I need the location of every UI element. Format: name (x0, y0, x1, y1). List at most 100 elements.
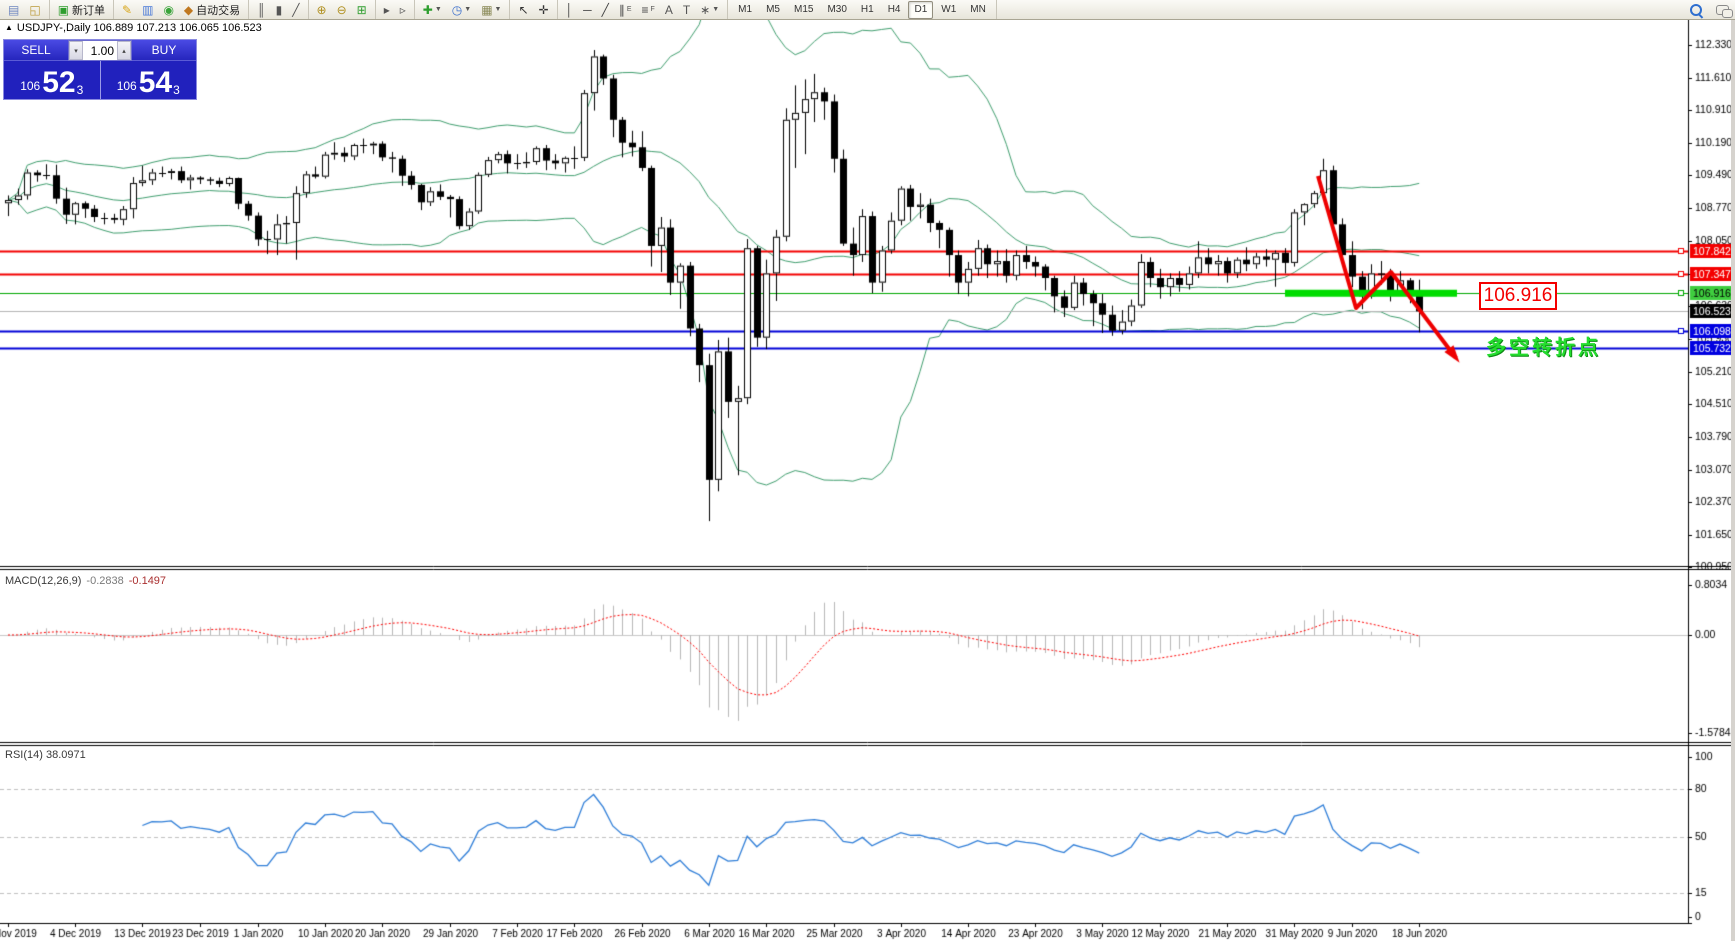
crosshair-icon: ✛ (538, 2, 549, 17)
sell-price[interactable]: 106 52 3 (4, 61, 101, 99)
turning-point-annotation[interactable]: 多空转折点 (1486, 337, 1601, 359)
timeframe-m1[interactable]: M1 (738, 4, 753, 15)
timeframe-m30[interactable]: M30 (827, 4, 847, 15)
window-edge (1731, 19, 1735, 941)
buy-price-figure: 106 (116, 79, 137, 93)
templates-icon[interactable]: ▦ ▼ (477, 1, 505, 19)
toolbar-group: ▤ ◱ (0, 0, 50, 19)
horizontal-line-icon[interactable]: ─ (579, 1, 596, 19)
price-callout-box[interactable]: 106.916 (1479, 282, 1557, 310)
toolbar: ▤ ◱ ▣ 新订单 ✎ ▥ ◉ ◆ 自动交易 ║ ▮ ╱ ⊕ ⊖ ⊞ ▸ ▹ ✚ ▼ ◷ ▼ ▦ ▼ ↖ ✛ │ ─ ╱ ∥ E ≡ F A T ∗… (0, 0, 1735, 20)
search-icon[interactable] (1690, 3, 1702, 16)
zoom-out-icon: ⊖ (336, 2, 347, 17)
volume-box: ▾ 1.00 ▴ (68, 40, 132, 61)
text-icon[interactable]: A (661, 1, 677, 19)
equidistant-channel-icon: ∥ (618, 2, 625, 17)
buy-button[interactable]: BUY (132, 40, 196, 61)
text-label-icon: T (682, 2, 691, 17)
fibonacci-icon: ≡ (641, 2, 649, 17)
indicators-icon: ✚ (422, 2, 433, 17)
dropdown-caret-icon[interactable]: ▼ (434, 6, 442, 13)
market-icon: ▥ (142, 2, 154, 17)
horizontal-line-icon: ─ (583, 2, 592, 17)
bar-chart-type-icon[interactable]: ║ (253, 1, 270, 19)
crosshair-icon[interactable]: ✛ (535, 1, 553, 19)
buy-price-point: 3 (173, 83, 180, 97)
cursor-icon[interactable]: ↖ (514, 1, 532, 19)
timeframe-w1[interactable]: W1 (941, 4, 957, 15)
chart-title: ▲ USDJPY-,Daily 106.889 107.213 106.065 1… (5, 22, 262, 34)
timeframe-mn[interactable]: MN (970, 4, 986, 15)
timeframe-h4[interactable]: H4 (887, 4, 901, 15)
chat-icon[interactable] (1716, 4, 1733, 18)
buy-price[interactable]: 106 54 3 (101, 61, 197, 99)
candlestick-chart-type-icon[interactable]: ▮ (272, 1, 287, 19)
templates-icon: ▦ (481, 2, 493, 17)
volume-increase-button[interactable]: ▴ (117, 41, 131, 60)
line-chart-type-icon[interactable]: ╱ (288, 1, 303, 19)
toolbar-group: ▣ 新订单 (50, 0, 115, 19)
one-click-trading-panel: SELL ▾ 1.00 ▴ BUY 106 52 3 106 54 3 (3, 39, 197, 100)
toolbar-group: ▸ ▹ (376, 0, 415, 19)
auto-scroll-icon[interactable]: ▸ (380, 1, 394, 19)
zoom-in-icon: ⊕ (316, 2, 327, 17)
toolbar-group: ║ ▮ ╱ (249, 0, 309, 19)
metaeditor-icon[interactable]: ✎ (118, 1, 136, 19)
toolbar-group: ✎ ▥ ◉ ◆ 自动交易 (114, 0, 250, 19)
sell-price-figure: 106 (20, 79, 41, 93)
rsi-indicator-label: RSI(14) 38.0971 (5, 749, 86, 761)
vertical-line-icon: │ (565, 2, 574, 17)
dropdown-caret-icon[interactable]: ▼ (464, 6, 472, 13)
periods-icon: ◷ (451, 2, 463, 17)
timeframe-h1[interactable]: H1 (860, 4, 874, 15)
arrows-icon: ∗ (700, 2, 711, 17)
timeframe-d1[interactable]: D1 (908, 0, 934, 19)
symbol-collapse-icon[interactable]: ▲ (5, 23, 13, 32)
print-preview-icon[interactable]: ◱ (25, 1, 44, 19)
text-label-icon[interactable]: T (679, 1, 694, 19)
cursor-icon: ↖ (518, 2, 529, 17)
macd-name: MACD(12,26,9) (5, 575, 82, 587)
print-preview-icon: ◱ (29, 2, 41, 17)
charts-window-icon[interactable]: ▤ (4, 1, 23, 19)
new-order-button-icon: ▣ (57, 2, 70, 17)
dropdown-caret-icon[interactable]: ▼ (494, 6, 502, 13)
equidistant-channel-icon-sub: E (626, 6, 632, 13)
autotrading-button-icon: ◆ (183, 2, 194, 17)
dropdown-caret-icon[interactable]: ▼ (712, 6, 720, 13)
vertical-line-icon[interactable]: │ (562, 1, 578, 19)
trendline-icon: ╱ (601, 2, 609, 17)
chart-shift-icon: ▹ (399, 2, 406, 17)
toolbar-group: ✚ ▼ ◷ ▼ ▦ ▼ (415, 0, 511, 19)
volume-decrease-button[interactable]: ▾ (69, 41, 83, 60)
autotrading-button[interactable]: ◆ 自动交易 (180, 1, 244, 19)
auto-scroll-icon: ▸ (383, 2, 390, 17)
market-icon[interactable]: ▥ (138, 1, 157, 19)
timeframe-group: M1 M5 M15 M30 H1 H4 D1 W1 MN (728, 0, 997, 19)
tile-windows-icon[interactable]: ⊞ (353, 1, 371, 19)
new-order-button[interactable]: ▣ 新订单 (54, 1, 109, 19)
equidistant-channel-icon[interactable]: ∥ E (615, 1, 636, 19)
indicators-icon[interactable]: ✚ ▼ (419, 1, 446, 19)
toolbar-right (1690, 3, 1735, 18)
trendline-icon[interactable]: ╱ (598, 1, 613, 19)
text-icon: A (664, 2, 673, 17)
toolbar-group: │ ─ ╱ ∥ E ≡ F A T ∗ ▼ (558, 0, 729, 19)
volume-input[interactable]: 1.00 (90, 43, 114, 58)
periods-icon[interactable]: ◷ ▼ (448, 1, 475, 19)
sell-button[interactable]: SELL (4, 40, 68, 61)
zoom-in-icon[interactable]: ⊕ (313, 1, 331, 19)
chart-shift-icon[interactable]: ▹ (396, 1, 410, 19)
zoom-out-icon[interactable]: ⊖ (333, 1, 351, 19)
candlestick-chart-type-icon: ▮ (275, 2, 283, 17)
toolbar-group: ↖ ✛ (510, 0, 558, 19)
timeframe-m15[interactable]: M15 (793, 4, 814, 15)
timeframe-m5[interactable]: M5 (766, 4, 780, 15)
signals-icon[interactable]: ◉ (159, 1, 177, 19)
arrows-icon[interactable]: ∗ ▼ (696, 1, 723, 19)
macd-indicator-label: MACD(12,26,9) -0.2838 -0.1497 (5, 575, 166, 587)
metaeditor-icon: ✎ (122, 2, 133, 17)
toolbar-group: ⊕ ⊖ ⊞ (309, 0, 376, 19)
fibonacci-icon[interactable]: ≡ F (638, 1, 659, 19)
